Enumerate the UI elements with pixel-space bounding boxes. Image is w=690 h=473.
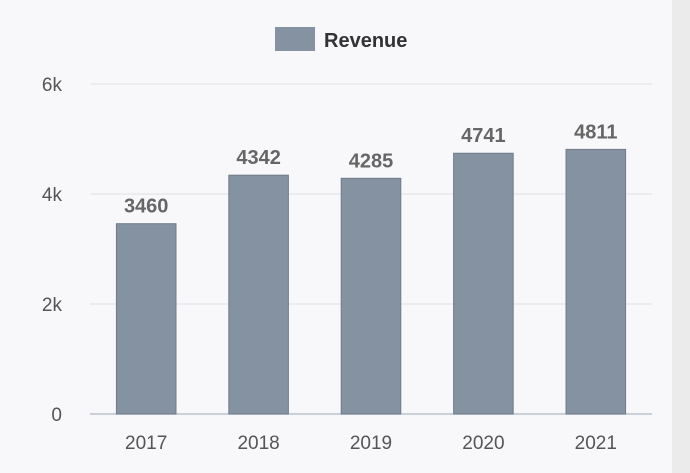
chart-panel: Revenue 0 2k 4k 6k 3460 4342 4285 4741 4811 201… [0,0,672,473]
x-tick-label: 2018 [237,433,279,454]
x-tick-label: 2020 [462,433,504,454]
data-label: 4342 [236,147,281,169]
data-label: 3460 [124,196,169,218]
bar [340,177,402,415]
bars [115,148,627,415]
y-tick-label: 0 [51,405,62,426]
data-label: 4285 [349,150,394,172]
y-tick-label: 2k [42,295,63,316]
legend-swatch [275,27,315,51]
bar-chart: Revenue 0 2k 4k 6k 3460 4342 4285 4741 4811 201… [42,27,652,454]
y-tick-label: 6k [42,75,63,96]
x-tick-label: 2019 [350,433,392,454]
bar [115,223,177,415]
x-tick-label: 2017 [125,433,167,454]
x-axis-ticks: 2017 2018 2019 2020 2021 [125,433,617,454]
legend-label: Revenue [324,30,407,52]
bar [565,148,627,415]
legend: Revenue [275,27,407,52]
y-tick-label: 4k [42,185,63,206]
bar [228,174,289,415]
data-labels: 3460 4342 4285 4741 4811 [124,121,618,217]
data-label: 4741 [461,125,506,147]
bar [453,152,514,415]
x-tick-label: 2021 [575,433,617,454]
data-label: 4811 [574,121,617,143]
y-axis-ticks: 0 2k 4k 6k [42,75,63,426]
